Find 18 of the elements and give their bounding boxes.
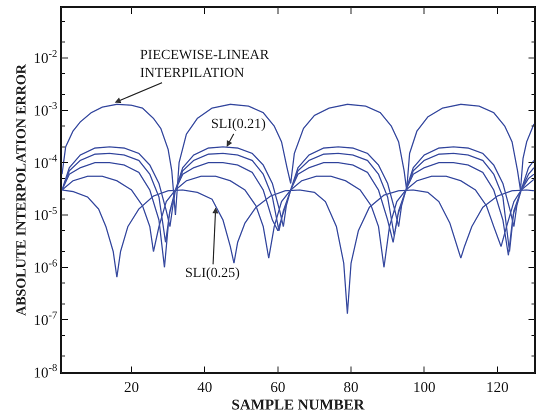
x-axis-title: SAMPLE NUMBER — [232, 397, 365, 414]
annotation: SLI(0.21) — [211, 117, 266, 132]
y-tick-label: 10$^{-6}$ — [34, 258, 58, 277]
x-tick-label: 60 — [270, 380, 286, 396]
annotation: SLI(0.25) — [185, 266, 240, 281]
y-tick-label: 10$^{-5}$ — [34, 206, 58, 224]
x-tick-label: 40 — [197, 380, 212, 396]
y-tick-label: 10$^{-4}$ — [34, 154, 58, 172]
y-tick-label: 10$^{-2}$ — [34, 48, 58, 68]
x-tick-label: 100 — [412, 380, 436, 396]
y-tick-label: 10$^{-3}$ — [34, 101, 58, 120]
x-tick-label: 120 — [486, 380, 509, 396]
x-tick-label: 20 — [124, 380, 140, 396]
y-tick-label: 10$^{-7}$ — [34, 310, 58, 329]
annotation: PIECEWISE-LINEAR INTERPILATION — [140, 48, 270, 82]
y-axis-title: ABSOLUTE INTERPOLATION ERROR — [14, 63, 30, 316]
x-tick-label: 80 — [344, 380, 359, 396]
y-tick-label: 10$^{-8}$ — [34, 362, 58, 382]
